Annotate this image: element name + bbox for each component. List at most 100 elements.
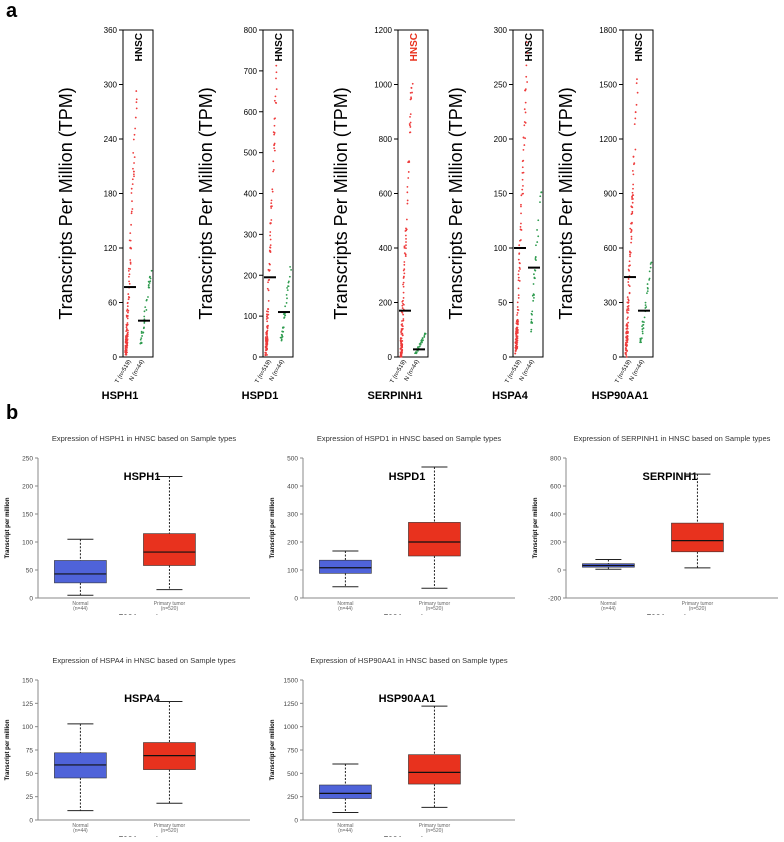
y-tick-label: 0	[294, 596, 298, 603]
y-tick-label: 0	[253, 353, 258, 362]
normal-point	[140, 330, 143, 333]
tumor-point	[517, 294, 520, 297]
tumor-point	[625, 341, 628, 344]
y-tick-label: 600	[604, 244, 618, 253]
tumor-point	[404, 255, 407, 257]
tumor-point	[515, 344, 518, 347]
y-axis-label: Transcripts Per Million (TPM)	[446, 87, 466, 319]
tumor-point	[126, 317, 129, 320]
tumor-point	[130, 192, 133, 194]
normal-point	[648, 278, 651, 281]
tumor-point	[521, 166, 524, 169]
normal-point	[423, 336, 426, 338]
tumor-point	[626, 338, 629, 340]
x-axis-label: TCGA samples	[119, 836, 165, 837]
chart-title: HNSC	[134, 33, 145, 61]
normal-point	[645, 306, 648, 308]
tumor-point	[407, 171, 410, 173]
tumor-point	[273, 132, 276, 134]
tumor-point	[125, 337, 128, 340]
normal-point	[149, 277, 152, 280]
tumor-point	[125, 353, 128, 356]
y-tick-label: 1250	[284, 701, 299, 708]
tumor-point	[126, 308, 129, 311]
tumor-point	[626, 350, 629, 352]
tumor-point	[401, 334, 404, 337]
chart-title: Expression of HSPD1 in HNSC based on Sam…	[317, 434, 502, 443]
x-tick-count: (n=44)	[338, 606, 353, 612]
normal-point	[280, 338, 283, 341]
y-tick-label: 200	[379, 299, 393, 308]
tumor-point	[524, 88, 527, 91]
normal-point	[640, 341, 643, 344]
tumor-point	[517, 258, 520, 261]
y-tick-label: 800	[379, 135, 393, 144]
tumor-point	[409, 121, 412, 124]
normal-point	[640, 337, 643, 340]
box-primary-tumor	[143, 533, 196, 566]
tumor-point	[129, 239, 132, 242]
tumor-point	[405, 247, 407, 250]
tumor-point	[408, 131, 411, 134]
scatter-chart-hspd1: HNSC Transcripts Per Million (TPM) 0 100 200…	[170, 22, 310, 407]
tumor-point	[266, 320, 269, 323]
tumor-point	[126, 341, 128, 344]
y-axis-label: Transcript per million	[270, 719, 276, 780]
tumor-point	[266, 315, 268, 317]
tumor-point	[517, 276, 520, 279]
normal-point	[140, 332, 143, 334]
normal-point	[530, 328, 533, 331]
tumor-point	[124, 340, 127, 343]
y-tick-label: 1500	[599, 81, 617, 90]
normal-point	[531, 294, 534, 297]
y-tick-label: 150	[22, 678, 33, 685]
y-tick-label: 300	[244, 230, 258, 239]
y-tick-label: 600	[244, 108, 258, 117]
tumor-point	[631, 191, 634, 194]
tumor-point	[399, 352, 402, 355]
tumor-point	[129, 246, 132, 249]
normal-point	[421, 341, 423, 344]
tumor-point	[268, 269, 271, 272]
normal-point	[280, 333, 283, 336]
tumor-point	[401, 327, 404, 330]
tumor-point	[514, 347, 517, 350]
normal-point	[534, 255, 537, 258]
tumor-point	[274, 95, 277, 98]
y-tick-label: 200	[22, 484, 33, 491]
tumor-point	[626, 327, 629, 330]
normal-point	[281, 330, 284, 333]
tumor-point	[273, 142, 276, 145]
tumor-point	[519, 268, 521, 270]
panel-label-b: b	[6, 402, 19, 424]
tumor-point	[630, 231, 632, 234]
tumor-point	[517, 270, 520, 272]
y-tick-label: 250	[22, 456, 33, 463]
x-tick-count: (n=520)	[689, 606, 707, 612]
tumor-point	[515, 345, 518, 348]
y-tick-label: 400	[379, 244, 393, 253]
normal-point	[532, 283, 535, 285]
tumor-point	[130, 210, 133, 213]
y-tick-label: 50	[26, 568, 34, 575]
normal-point	[649, 263, 652, 265]
tumor-point	[126, 344, 129, 347]
x-axis-label: TCGA samples	[119, 614, 165, 615]
tumor-point	[517, 287, 520, 290]
tumor-point	[524, 121, 527, 124]
tumor-point	[632, 155, 635, 158]
tumor-point	[273, 149, 276, 152]
normal-point	[534, 269, 537, 272]
tumor-point	[522, 171, 525, 174]
tumor-point	[409, 91, 412, 94]
tumor-point	[124, 336, 127, 338]
chart-title: HNSC	[274, 33, 285, 61]
normal-point	[147, 296, 149, 298]
tumor-point	[130, 223, 133, 226]
tumor-point	[403, 263, 406, 266]
tumor-point	[523, 108, 526, 111]
normal-point	[536, 241, 539, 243]
y-tick-label: 0	[557, 568, 561, 575]
x-tick-label: Normal	[337, 601, 353, 607]
normal-point	[539, 195, 542, 198]
